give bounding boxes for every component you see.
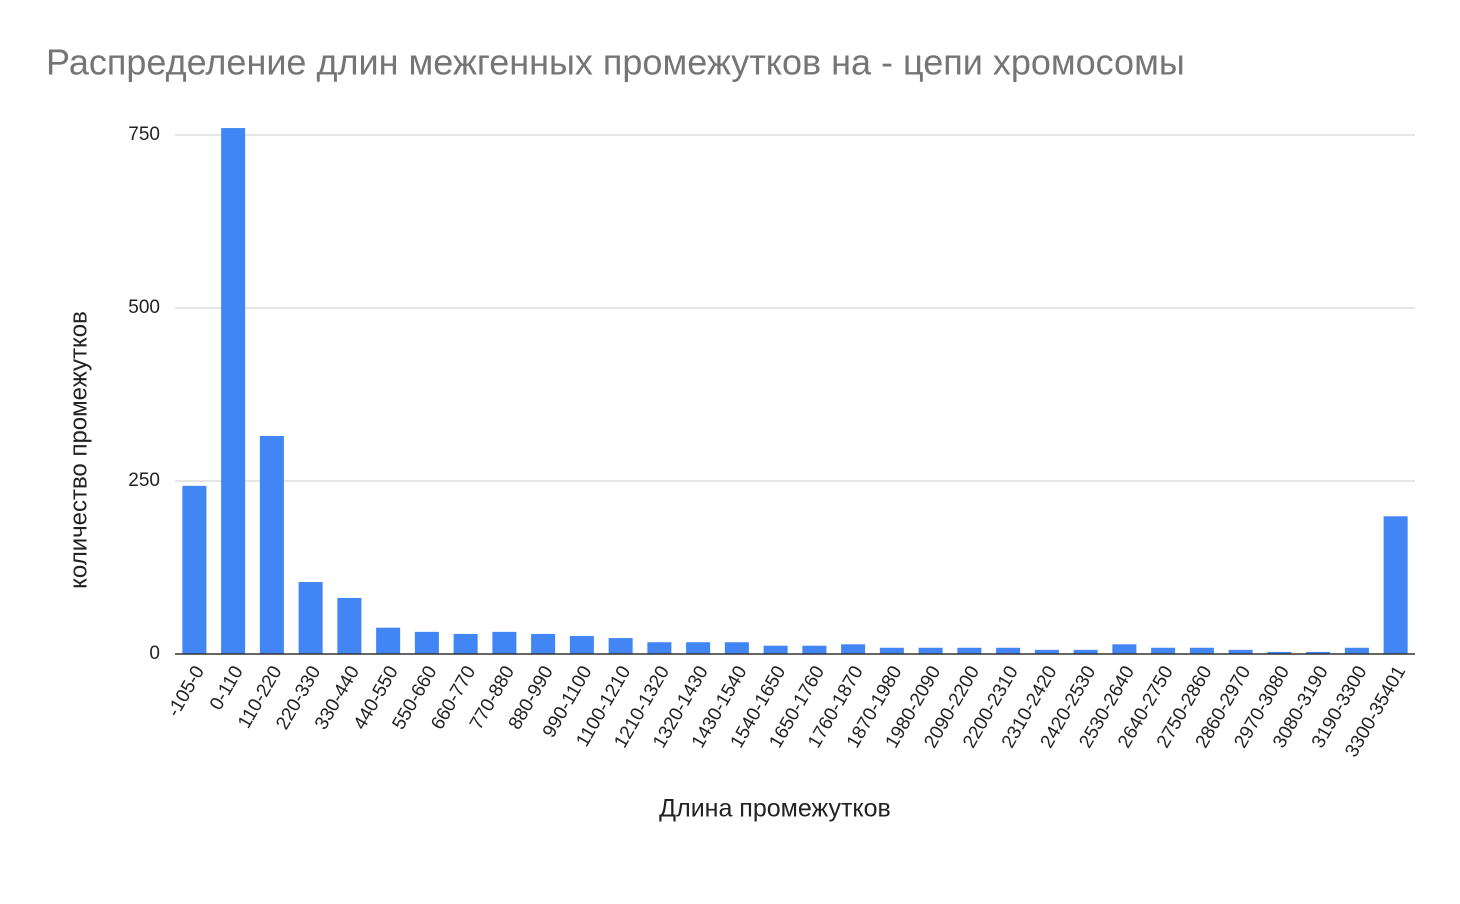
bar (1344, 647, 1369, 654)
y-axis-label: количество промежутков (65, 311, 92, 589)
bar (1267, 651, 1292, 654)
chart-title: Распределение длин межгенных промежутков… (46, 42, 1185, 83)
bar (492, 631, 517, 654)
y-tick-label: 500 (128, 297, 160, 318)
bar (182, 485, 207, 654)
bar (686, 642, 711, 654)
bar (1073, 649, 1098, 654)
bar (996, 647, 1021, 654)
bar (647, 642, 672, 654)
bar (957, 647, 982, 654)
x-axis-label: Длина промежутков (659, 795, 891, 823)
bar (1383, 516, 1408, 654)
bar (841, 644, 866, 654)
bar (918, 647, 943, 654)
y-tick-label: 750 (128, 124, 160, 145)
bar (298, 582, 323, 654)
bar (724, 642, 749, 654)
bar (376, 627, 401, 654)
y-tick-label: 250 (128, 470, 160, 491)
bar (414, 631, 439, 654)
bar (879, 647, 904, 654)
bar (763, 645, 788, 654)
bar (1034, 649, 1059, 654)
bar (569, 636, 594, 654)
bar (259, 436, 284, 654)
bar (1306, 651, 1331, 654)
bar (337, 597, 362, 654)
bar (1112, 644, 1137, 654)
bar (531, 633, 556, 654)
bar (608, 638, 633, 654)
bar (1228, 649, 1253, 654)
bar (802, 645, 827, 654)
bar (1189, 647, 1214, 654)
y-tick-label: 0 (149, 643, 160, 664)
bar (221, 128, 246, 654)
bar (453, 633, 478, 654)
bar (1151, 647, 1176, 654)
